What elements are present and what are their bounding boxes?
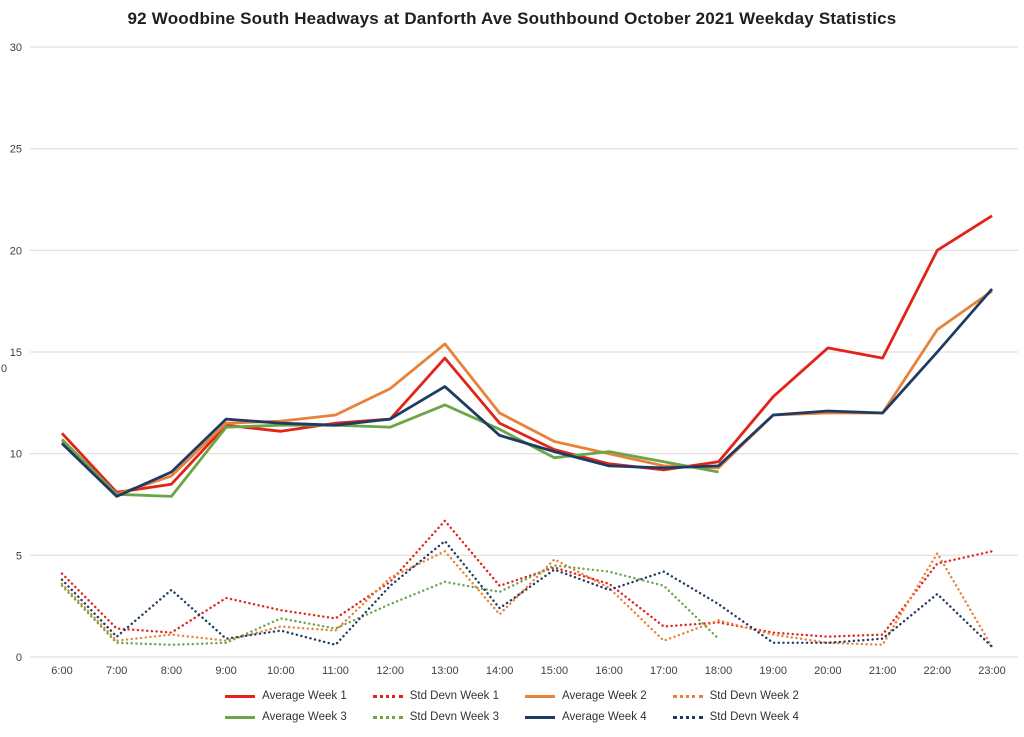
x-tick-label: 17:00	[650, 665, 678, 677]
legend-line-swatch	[525, 715, 555, 719]
x-tick-label: 14:00	[486, 665, 514, 677]
series-line	[60, 550, 994, 648]
legend-row-1: Average Week 1 Std Devn Week 1 Average W…	[225, 690, 799, 702]
legend-line-swatch	[672, 715, 703, 719]
legend-label: Std Devn Week 3	[409, 711, 499, 723]
chart-legend: Average Week 1 Std Devn Week 1 Average W…	[0, 690, 1024, 723]
legend-label: Average Week 3	[262, 711, 347, 723]
x-tick-label: 16:00	[595, 665, 623, 677]
legend-item-average-week-4: Average Week 4	[525, 711, 647, 723]
series-line	[60, 539, 994, 648]
x-tick-label: 23:00	[978, 665, 1006, 677]
legend-label: Average Week 4	[562, 711, 647, 723]
legend-item-std-devn-week-4: Std Devn Week 4	[672, 711, 799, 723]
legend-item-std-devn-week-3: Std Devn Week 3	[372, 711, 499, 723]
x-tick-label: 11:00	[322, 665, 349, 677]
series-line	[61, 403, 719, 498]
chart-title: 92 Woodbine South Headways at Danforth A…	[127, 9, 897, 28]
x-tick-label: 21:00	[869, 665, 897, 677]
legend-item-std-devn-week-2: Std Devn Week 2	[672, 690, 799, 702]
y-tick-label: 25	[10, 144, 22, 156]
y-axis-title-fragment: 0	[1, 363, 7, 375]
y-tick-label: 30	[10, 42, 22, 54]
x-tick-label: 15:00	[541, 665, 569, 677]
legend-row-2: Average Week 3 Std Devn Week 3 Average W…	[225, 711, 799, 723]
x-tick-label: 8:00	[161, 665, 182, 677]
legend-item-average-week-3: Average Week 3	[225, 711, 347, 723]
series-line	[61, 288, 994, 498]
legend-line-swatch	[525, 694, 555, 698]
x-tick-label: 9:00	[215, 665, 236, 677]
legend-label: Std Devn Week 2	[709, 690, 799, 702]
legend-line-swatch	[672, 694, 703, 698]
legend-item-average-week-1: Average Week 1	[225, 690, 347, 702]
y-tick-label: 15	[10, 347, 22, 359]
x-tick-label: 7:00	[106, 665, 127, 677]
legend-label: Average Week 1	[262, 690, 347, 702]
y-tick-label: 10	[10, 449, 22, 461]
x-tick-label: 20:00	[814, 665, 842, 677]
legend-line-swatch	[372, 715, 403, 719]
y-tick-label: 0	[16, 652, 22, 664]
legend-label: Std Devn Week 1	[409, 690, 499, 702]
legend-item-std-devn-week-1: Std Devn Week 1	[372, 690, 499, 702]
x-tick-label: 19:00	[759, 665, 787, 677]
x-tick-label: 22:00	[924, 665, 952, 677]
series-line	[61, 289, 993, 496]
x-tick-label: 13:00	[431, 665, 459, 677]
x-tick-label: 6:00	[51, 665, 72, 677]
series-line	[60, 519, 994, 638]
legend-label: Average Week 2	[562, 690, 647, 702]
y-tick-label: 20	[10, 245, 22, 257]
legend-label: Std Devn Week 4	[709, 711, 799, 723]
legend-line-swatch	[372, 694, 403, 698]
legend-line-swatch	[225, 715, 256, 719]
legend-line-swatch	[225, 694, 256, 698]
series-line	[60, 214, 993, 494]
x-tick-label: 12:00	[376, 665, 404, 677]
y-tick-label: 5	[16, 550, 22, 562]
x-tick-label: 10:00	[267, 665, 295, 677]
x-tick-label: 18:00	[705, 665, 733, 677]
legend-item-average-week-2: Average Week 2	[525, 690, 647, 702]
